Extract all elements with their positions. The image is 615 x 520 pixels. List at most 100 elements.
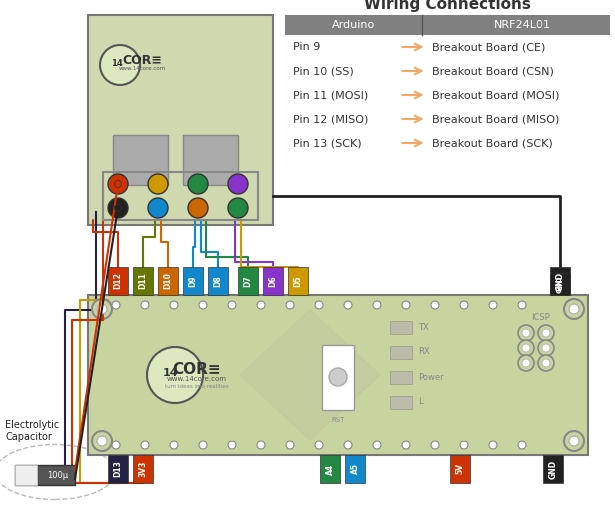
- Text: Breakout Board (SCK): Breakout Board (SCK): [432, 138, 552, 148]
- Text: D12: D12: [114, 272, 122, 290]
- Circle shape: [147, 347, 203, 403]
- Text: Pin 9: Pin 9: [293, 42, 320, 52]
- Circle shape: [97, 436, 107, 446]
- Text: www.14core.com: www.14core.com: [167, 376, 227, 382]
- Bar: [238, 267, 258, 295]
- Text: GND: GND: [557, 275, 563, 293]
- Text: A5: A5: [351, 463, 360, 474]
- Text: Pin 13 (SCK): Pin 13 (SCK): [293, 138, 362, 148]
- Bar: [183, 135, 238, 185]
- Bar: [390, 321, 412, 334]
- Text: TX: TX: [418, 322, 429, 332]
- Circle shape: [148, 174, 168, 194]
- Circle shape: [114, 204, 122, 212]
- Circle shape: [114, 180, 122, 188]
- Text: RST: RST: [331, 417, 344, 423]
- Circle shape: [402, 301, 410, 309]
- Bar: [15, 465, 37, 485]
- Circle shape: [344, 441, 352, 449]
- Text: L: L: [418, 397, 423, 407]
- Bar: [288, 267, 308, 295]
- Circle shape: [329, 368, 347, 386]
- Bar: [15, 465, 75, 485]
- Circle shape: [538, 325, 554, 341]
- Circle shape: [518, 441, 526, 449]
- Bar: [450, 455, 470, 483]
- Circle shape: [108, 174, 128, 194]
- Circle shape: [228, 301, 236, 309]
- Circle shape: [518, 340, 534, 356]
- Circle shape: [569, 436, 579, 446]
- Circle shape: [373, 441, 381, 449]
- Text: D6: D6: [269, 275, 277, 287]
- Bar: [550, 273, 570, 295]
- Circle shape: [489, 301, 497, 309]
- Text: GND: GND: [555, 271, 565, 291]
- Circle shape: [564, 299, 584, 319]
- Circle shape: [199, 441, 207, 449]
- Bar: [285, 15, 610, 35]
- Text: COR≡: COR≡: [173, 362, 221, 378]
- Circle shape: [257, 441, 265, 449]
- Circle shape: [170, 441, 178, 449]
- Bar: [158, 267, 178, 295]
- Circle shape: [228, 174, 248, 194]
- Bar: [345, 455, 365, 483]
- Bar: [108, 267, 128, 295]
- Text: Arduino: Arduino: [331, 20, 375, 30]
- Circle shape: [522, 359, 530, 367]
- Bar: [208, 267, 228, 295]
- Polygon shape: [240, 310, 380, 440]
- Circle shape: [315, 441, 323, 449]
- Circle shape: [402, 441, 410, 449]
- Text: Power: Power: [418, 372, 443, 382]
- Circle shape: [92, 431, 112, 451]
- Circle shape: [141, 301, 149, 309]
- Circle shape: [170, 301, 178, 309]
- Text: 100µ: 100µ: [47, 471, 68, 479]
- Text: Breakout Board (MISO): Breakout Board (MISO): [432, 114, 559, 124]
- Circle shape: [188, 174, 208, 194]
- Text: Pin 12 (MISO): Pin 12 (MISO): [293, 114, 368, 124]
- Circle shape: [373, 301, 381, 309]
- Text: ICSP: ICSP: [531, 313, 549, 321]
- Bar: [133, 455, 153, 483]
- Circle shape: [489, 441, 497, 449]
- Circle shape: [542, 359, 550, 367]
- Text: 5V: 5V: [456, 463, 464, 474]
- Circle shape: [141, 441, 149, 449]
- Bar: [543, 455, 563, 483]
- Text: 14: 14: [162, 368, 178, 378]
- Circle shape: [518, 301, 526, 309]
- Bar: [108, 455, 128, 483]
- Text: www.14core.com: www.14core.com: [118, 67, 165, 71]
- Text: D10: D10: [164, 272, 172, 290]
- Circle shape: [460, 301, 468, 309]
- Circle shape: [431, 441, 439, 449]
- Text: turn ideas into realities: turn ideas into realities: [165, 384, 229, 388]
- Text: D5: D5: [293, 275, 303, 287]
- Circle shape: [344, 301, 352, 309]
- Bar: [103, 172, 258, 220]
- Text: COR≡: COR≡: [122, 54, 162, 67]
- Text: NRF24L01: NRF24L01: [494, 20, 551, 30]
- Circle shape: [257, 301, 265, 309]
- Circle shape: [538, 340, 554, 356]
- Bar: [263, 267, 283, 295]
- Text: D9: D9: [189, 275, 197, 287]
- Text: 14: 14: [111, 58, 123, 68]
- Text: D13: D13: [114, 461, 122, 477]
- Circle shape: [112, 301, 120, 309]
- Bar: [320, 455, 340, 483]
- Circle shape: [286, 441, 294, 449]
- Circle shape: [228, 198, 248, 218]
- Text: A4: A4: [325, 463, 335, 475]
- Circle shape: [100, 45, 140, 85]
- Bar: [550, 267, 570, 295]
- Text: Breakout Board (MOSI): Breakout Board (MOSI): [432, 90, 559, 100]
- Circle shape: [564, 431, 584, 451]
- Bar: [183, 267, 203, 295]
- Circle shape: [92, 299, 112, 319]
- Circle shape: [460, 441, 468, 449]
- Text: Breakout Board (CE): Breakout Board (CE): [432, 42, 545, 52]
